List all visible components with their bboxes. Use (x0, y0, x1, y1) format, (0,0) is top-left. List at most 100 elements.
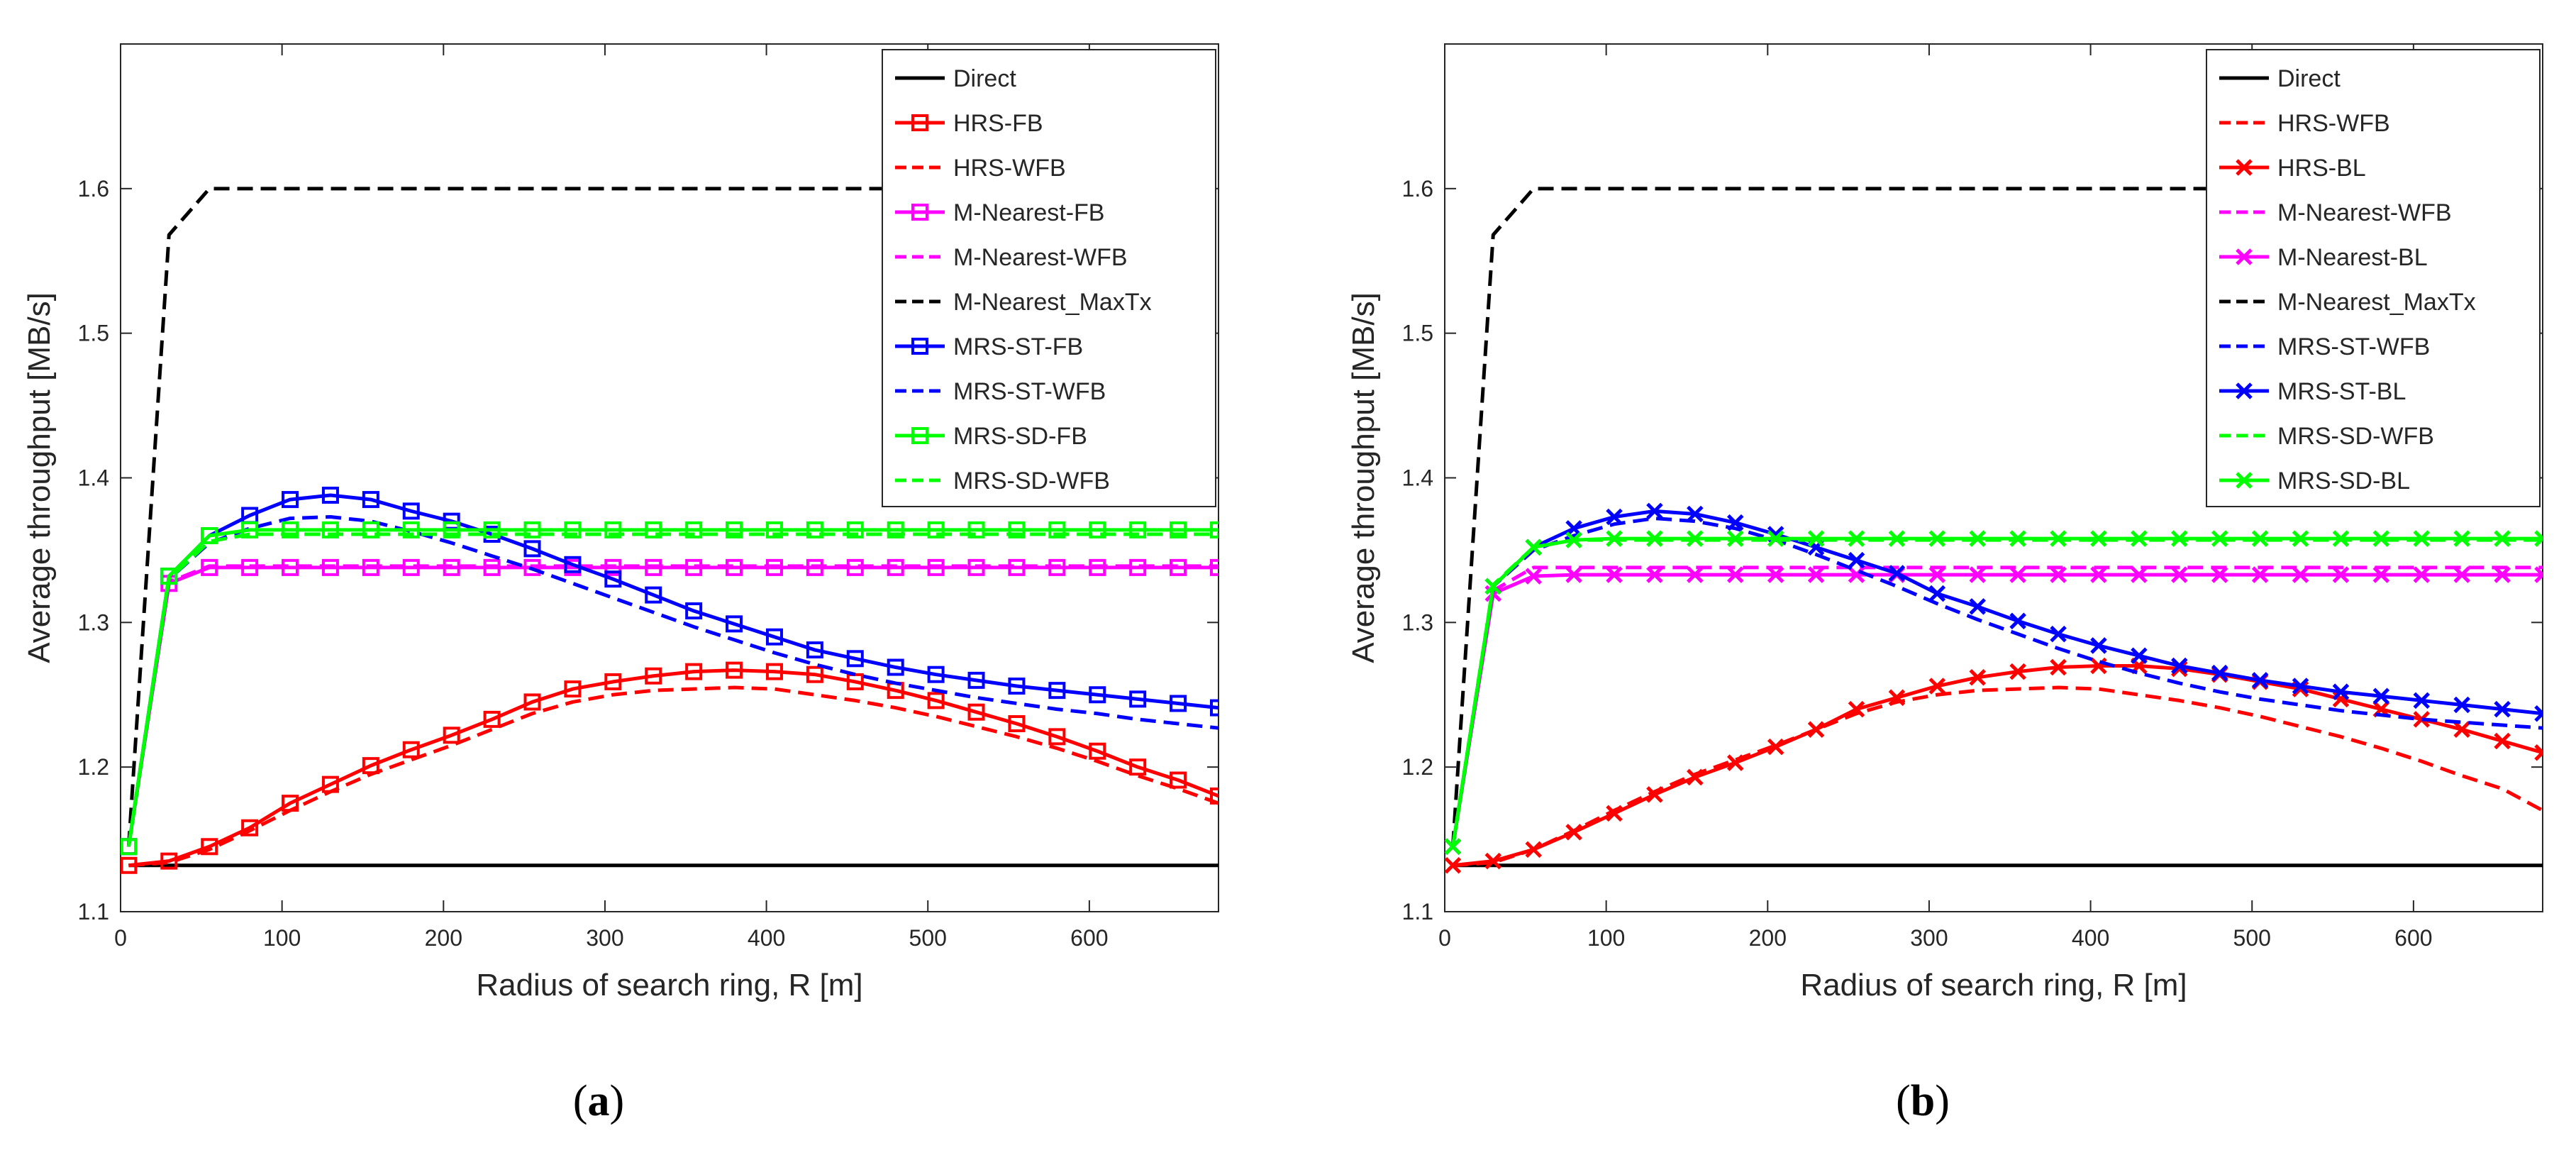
x-tick-label: 0 (114, 925, 127, 951)
data-point-hrs-bl (1726, 754, 1744, 771)
data-point-mrs-st-fb (1170, 695, 1187, 712)
y-axis-label: Average throughput [MB/s] (1346, 292, 1381, 663)
y-tick-label: 1.6 (78, 176, 109, 201)
legend-label-mrs-sd-wfb: MRS-SD-WFB (2277, 423, 2434, 450)
series-line-hrs-fb (128, 668, 1218, 868)
data-point-mrs-sd-bl (2292, 530, 2309, 547)
data-point-m-nearest-bl (1807, 566, 1825, 583)
data-point-mrs-sd-bl (2009, 530, 2026, 547)
series-line-m-nearest-bl (1450, 573, 2543, 847)
x-tick-label: 500 (909, 925, 947, 951)
legend-label-direct: Direct (953, 65, 1016, 92)
data-point-mrs-sd-fb (765, 521, 783, 538)
data-point-mrs-st-fb (645, 586, 662, 604)
data-point-mrs-sd-bl (1969, 530, 1987, 547)
series-line-m-nearest-fb (126, 565, 1218, 847)
data-point-mrs-st-fb (967, 671, 985, 689)
data-point-hrs-fb (927, 692, 945, 709)
data-point-m-nearest-bl (1726, 566, 1744, 583)
data-point-hrs-fb (201, 838, 218, 856)
series-line-hrs-wfb (1453, 685, 2543, 868)
data-point-m-nearest-bl (2090, 566, 2107, 583)
legend-marker-mrs-st-fb (911, 338, 928, 355)
series-line-hrs-wfb (128, 685, 1218, 868)
data-point-hrs-fb (604, 673, 622, 690)
legend-label-hrs-wfb: HRS-WFB (953, 155, 1066, 182)
y-tick-label: 1.1 (1402, 899, 1433, 924)
data-point-mrs-sd-fb (1048, 521, 1066, 538)
y-tick-label: 1.2 (1402, 754, 1433, 780)
data-point-mrs-sd-fb (362, 521, 379, 538)
data-point-mrs-sd-bl (1606, 530, 1623, 547)
data-point-m-nearest-bl (2251, 566, 2269, 583)
series-group (121, 187, 1218, 874)
data-point-mrs-st-bl (1848, 551, 1865, 569)
x-tick-label: 600 (2394, 925, 2432, 951)
x-tick-label: 600 (1070, 925, 1108, 951)
legend: Direct HRS-FB HRS-WFB M-Nearest-FB M-Nearest… (882, 49, 1216, 507)
data-point-m-nearest-bl (2292, 566, 2309, 583)
data-point-mrs-st-fb (846, 650, 864, 668)
series-line-mrs-sd-wfb (126, 532, 1218, 847)
data-point-mrs-sd-fb (846, 521, 864, 538)
data-point-hrs-bl (1525, 841, 1542, 858)
x-tick-label: 300 (1910, 925, 1948, 951)
x-tick-label: 400 (2072, 925, 2109, 951)
data-point-mrs-sd-bl (2534, 530, 2543, 547)
legend-label-mrs-sd-bl: MRS-SD-BL (2277, 468, 2410, 495)
legend-label-hrs-wfb: HRS-WFB (2277, 110, 2390, 137)
data-point-mrs-sd-bl (2211, 530, 2228, 547)
data-point-mrs-st-bl (2211, 664, 2228, 682)
y-tick-label: 1.3 (1402, 609, 1433, 635)
data-point-mrs-st-bl (2171, 657, 2188, 675)
data-point-hrs-fb (564, 680, 582, 698)
chart-panel-b: 0 100 200 300 400 500 600 1.1 1.2 1.3 1.4 1.5 1.6 Rad… (1346, 43, 2543, 1125)
y-tick-label: 1.5 (78, 321, 109, 346)
data-point-mrs-sd-fb (645, 521, 662, 538)
data-point-hrs-bl (1606, 805, 1623, 822)
series-line-hrs-bl (1453, 663, 2543, 868)
series-line-m-nearest-maxtx (1450, 187, 2543, 847)
legend-marker-hrs-bl (2236, 159, 2253, 176)
y-tick-label: 1.4 (78, 465, 109, 491)
data-point-m-nearest-bl (2534, 566, 2543, 583)
data-point-mrs-sd-fb (1008, 521, 1026, 538)
data-point-mrs-st-bl (2251, 672, 2269, 689)
data-point-mrs-st-bl (2292, 678, 2309, 695)
legend-box (882, 49, 1216, 507)
data-point-mrs-st-bl (1928, 585, 1946, 602)
data-point-hrs-fb (1129, 758, 1147, 776)
series-group (1445, 187, 2543, 874)
data-point-mrs-st-bl (2131, 647, 2148, 664)
data-point-mrs-st-bl (1606, 508, 1623, 526)
data-point-mrs-st-fb (1048, 682, 1066, 700)
data-point-m-nearest-bl (2494, 566, 2511, 583)
data-point-hrs-fb (443, 727, 460, 744)
legend-label-mrs-st-wfb: MRS-ST-WFB (953, 378, 1106, 405)
panel-caption: (a) (573, 1077, 624, 1125)
legend-label-hrs-fb: HRS-FB (953, 110, 1043, 137)
data-point-mrs-st-bl (2050, 625, 2067, 643)
series-line-mrs-st-wfb (1450, 517, 2543, 847)
data-point-hrs-fb (1048, 728, 1066, 746)
data-point-hrs-fb (523, 693, 541, 711)
data-point-hrs-bl (1484, 852, 1502, 870)
legend-label-m-nearest-maxtx: M-Nearest_MaxTx (953, 289, 1152, 316)
data-point-mrs-st-fb (402, 502, 420, 520)
legend-marker-m-nearest-fb (911, 204, 928, 221)
data-point-mrs-st-bl (2534, 705, 2543, 722)
data-point-mrs-st-bl (2332, 683, 2350, 700)
data-point-mrs-st-fb (765, 628, 783, 646)
data-point-mrs-st-bl (2372, 687, 2390, 705)
x-axis-label: Radius of search ring, R [m] (476, 968, 862, 1002)
legend-label-mrs-st-wfb: MRS-ST-WFB (2277, 333, 2430, 360)
legend-label-m-nearest-bl: M-Nearest-BL (2277, 244, 2428, 271)
x-axis-label: Radius of search ring, R [m] (1800, 968, 2187, 1002)
data-point-hrs-fb (685, 663, 703, 680)
data-point-hrs-fb (726, 661, 743, 679)
data-point-hrs-fb (483, 710, 501, 728)
data-point-hrs-bl (1807, 721, 1825, 738)
data-point-mrs-sd-fb (483, 521, 501, 538)
data-point-hrs-bl (2050, 658, 2067, 676)
data-point-mrs-sd-fb (564, 521, 582, 538)
